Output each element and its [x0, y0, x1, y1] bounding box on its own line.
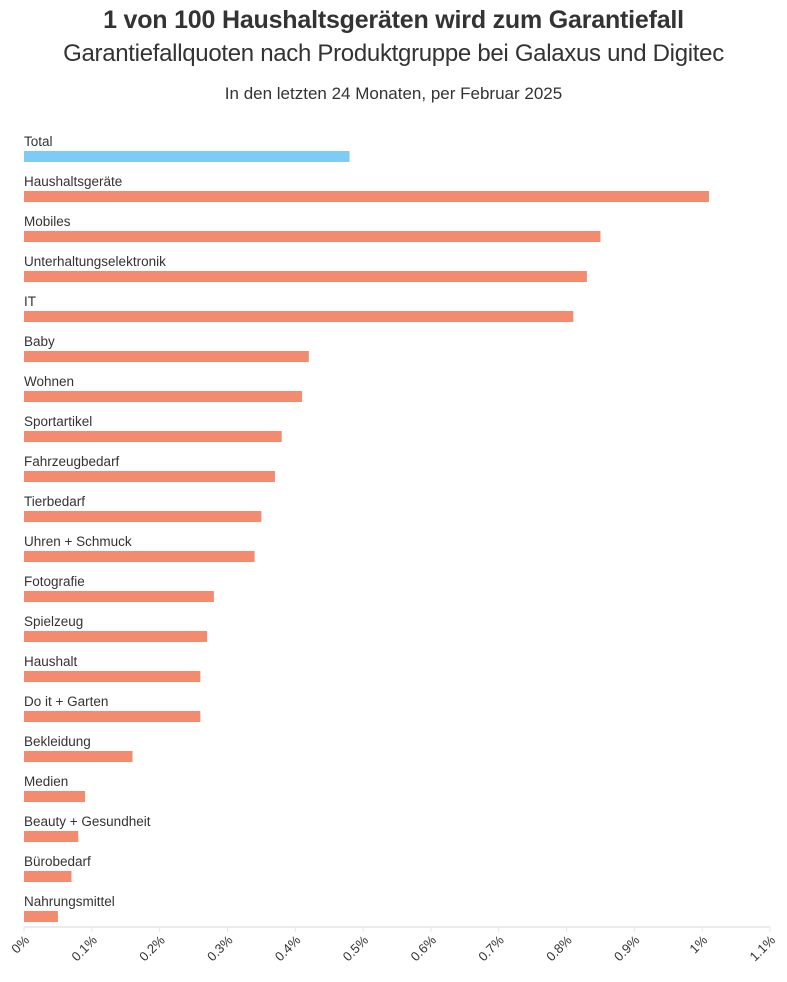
x-tick-label-8: 0.8% — [543, 932, 575, 964]
category-label-haushaltsgeraete: Haushaltsgeräte — [24, 174, 122, 189]
x-axis: 0% 0.1% 0.2% 0.3% 0.4% 0.5% 0.6% 0.7% 0.8% 0.9% 1%… — [8, 926, 779, 964]
x-tick-label-9: 0.9% — [611, 932, 643, 964]
bar-do-it-garten — [24, 711, 201, 722]
bar-sportartikel — [24, 431, 282, 442]
bar-bekleidung — [24, 751, 133, 762]
chart-period-note: In den letzten 24 Monaten, per Februar 2… — [224, 84, 563, 103]
category-label-mobiles: Mobiles — [24, 214, 71, 229]
bar-haushalt — [24, 671, 201, 682]
category-label-it: IT — [24, 294, 36, 309]
bar-total — [24, 151, 350, 162]
category-label-fahrzeugbedarf: Fahrzeugbedarf — [24, 454, 120, 469]
x-tick-label-2: 0.2% — [136, 932, 168, 964]
bar-baby — [24, 351, 309, 362]
category-label-spielzeug: Spielzeug — [24, 614, 83, 629]
bar-mobiles — [24, 231, 601, 242]
x-tick-label-3: 0.3% — [204, 932, 236, 964]
category-label-total: Total — [24, 134, 53, 149]
category-label-baby: Baby — [24, 334, 55, 349]
category-label-nahrungsmittel: Nahrungsmittel — [24, 894, 115, 909]
category-label-wohnen: Wohnen — [24, 374, 74, 389]
chart-subtitle: Garantiefallquoten nach Produktgruppe be… — [63, 40, 724, 67]
category-label-beauty-gesundheit: Beauty + Gesundheit — [24, 814, 151, 829]
category-label-buerobedarf: Bürobedarf — [24, 854, 91, 869]
bar-beauty-gesundheit — [24, 831, 79, 842]
bar-haushaltsgeraete — [24, 191, 709, 202]
x-tick-label-0: 0% — [8, 932, 32, 956]
bar-medien — [24, 791, 86, 802]
x-tick-label-1: 0.1% — [68, 932, 100, 964]
bar-buerobedarf — [24, 871, 72, 882]
category-labels: Total Haushaltsgeräte Mobiles Unterhaltungs… — [24, 134, 166, 909]
bar-unterhaltungselektronik — [24, 271, 587, 282]
category-label-do-it-garten: Do it + Garten — [24, 694, 108, 709]
x-tick-label-7: 0.7% — [475, 932, 507, 964]
bar-fahrzeugbedarf — [24, 471, 275, 482]
bar-uhren-schmuck — [24, 551, 255, 562]
category-label-unterhaltungselektronik: Unterhaltungselektronik — [24, 254, 166, 269]
chart-title: 1 von 100 Haushaltsgeräten wird zum Gara… — [103, 6, 684, 34]
bar-wohnen — [24, 391, 303, 402]
x-tick-label-11: 1.1% — [747, 932, 779, 964]
category-label-haushalt: Haushalt — [24, 654, 78, 669]
bar-tierbedarf — [24, 511, 262, 522]
category-label-uhren-schmuck: Uhren + Schmuck — [24, 534, 132, 549]
x-tick-label-10: 1% — [686, 932, 710, 956]
bar-it — [24, 311, 574, 322]
x-tick-label-5: 0.5% — [340, 932, 372, 964]
bars-layer — [24, 151, 709, 922]
category-label-tierbedarf: Tierbedarf — [24, 494, 85, 509]
category-label-sportartikel: Sportartikel — [24, 414, 92, 429]
category-label-bekleidung: Bekleidung — [24, 734, 91, 749]
category-label-medien: Medien — [24, 774, 68, 789]
bar-fotografie — [24, 591, 214, 602]
x-tick-label-4: 0.4% — [272, 932, 304, 964]
bar-nahrungsmittel — [24, 911, 58, 922]
bar-spielzeug — [24, 631, 208, 642]
category-label-fotografie: Fotografie — [24, 574, 85, 589]
x-tick-label-6: 0.6% — [407, 932, 439, 964]
